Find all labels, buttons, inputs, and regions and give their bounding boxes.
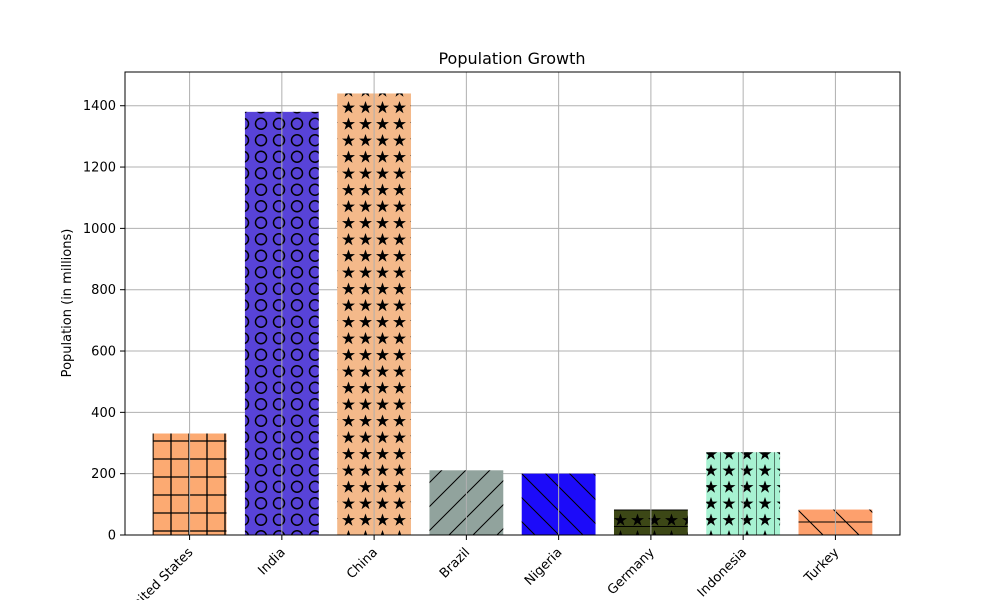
y-tick-label: 1200 xyxy=(83,161,116,176)
y-tick-label: 0 xyxy=(108,529,116,544)
y-tick-label: 800 xyxy=(91,283,116,298)
y-axis-ticks: 0 200 400 600 800 1000 1200 1400 xyxy=(83,99,125,544)
y-tick-label: 1000 xyxy=(83,222,116,237)
x-tick-label: Indonesia xyxy=(695,545,750,600)
x-tick-label: Nigeria xyxy=(522,545,565,588)
x-tick-label: China xyxy=(344,545,381,582)
x-tick-label: India xyxy=(256,545,289,578)
x-tick-label: United States xyxy=(124,545,197,600)
y-tick-label: 400 xyxy=(91,406,116,421)
bars xyxy=(152,72,873,536)
y-tick-label: 200 xyxy=(91,467,116,482)
x-tick-label: Brazil xyxy=(437,545,473,581)
x-tick-label: Germany xyxy=(605,545,658,598)
gridlines xyxy=(125,105,900,536)
x-tick-label: Turkey xyxy=(801,545,842,586)
x-axis-ticks: United States India China Brazil Nigeria Germ… xyxy=(124,535,842,600)
chart-title: Population Growth xyxy=(438,49,585,68)
y-tick-label: 1400 xyxy=(83,99,116,114)
plot-frame xyxy=(124,71,901,536)
y-axis-label: Population (in millions) xyxy=(60,229,75,378)
y-tick-label: 600 xyxy=(91,345,116,360)
